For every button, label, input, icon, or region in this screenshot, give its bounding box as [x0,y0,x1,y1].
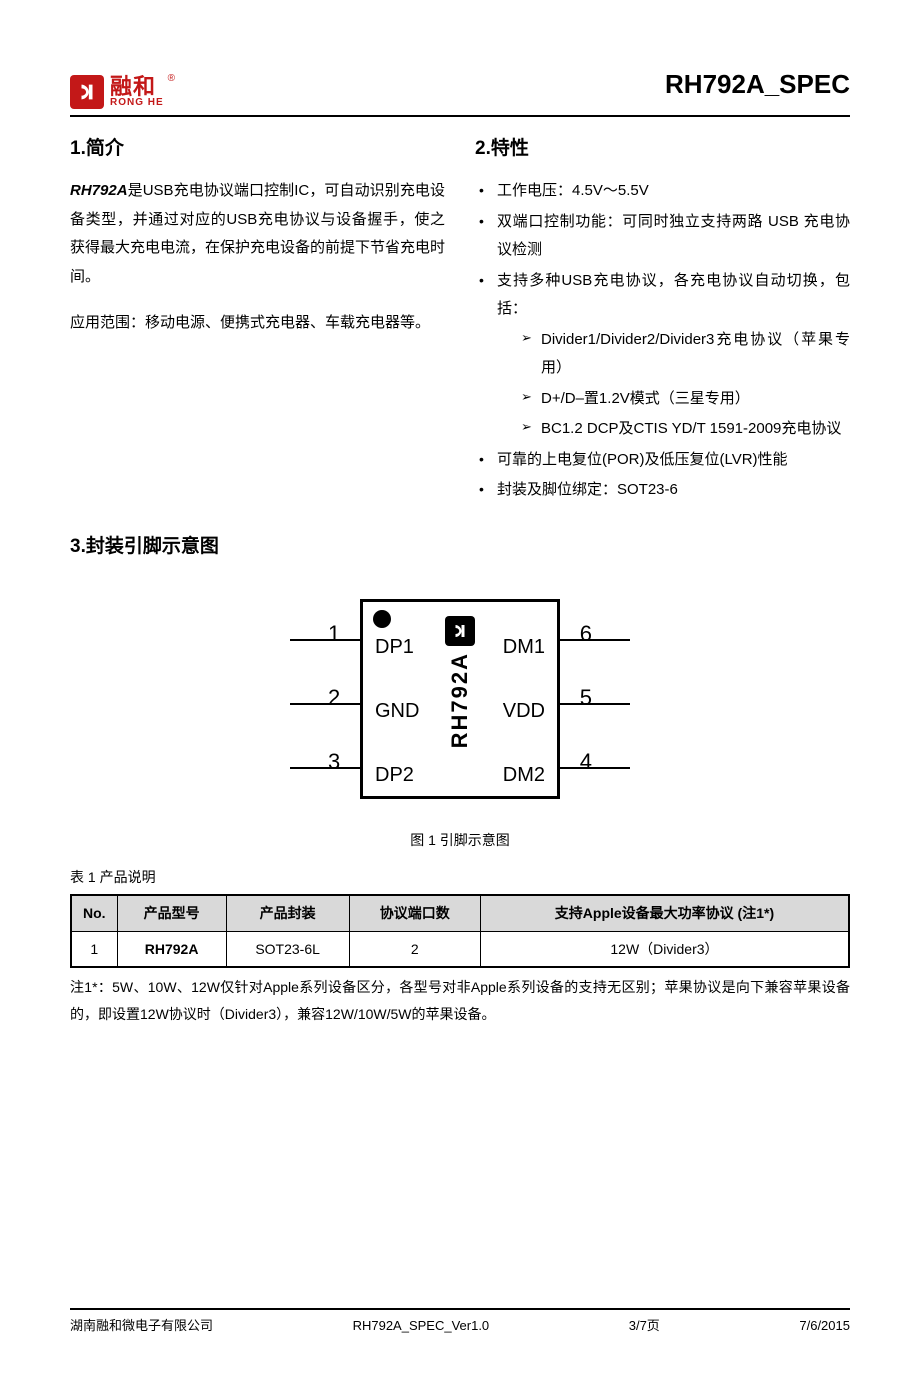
pin-label: VDD [503,692,545,730]
features-list: 工作电压：4.5V～5.5V 双端口控制功能：可同时独立支持两路 USB 充电协… [475,177,850,505]
pin-number: 4 [580,741,592,783]
section-2-num: 2. [475,138,491,159]
two-column-layout: 1.简介 RH792A是USB充电协议端口控制IC，可自动识别充电设备类型，并通… [70,131,850,507]
table-cell: 2 [349,931,480,967]
feature-item-text: 支持多种USB充电协议，各充电协议自动切换，包括： [497,272,850,318]
table-header: 产品封装 [226,895,349,931]
page-header: 融和 RONG HE ® RH792A_SPEC [70,60,850,117]
table-caption: 表 1 产品说明 [70,864,850,891]
product-table: No. 产品型号 产品封装 协议端口数 支持Apple设备最大功率协议 (注1*… [70,894,850,968]
table-cell: RH792A [117,931,226,967]
logo-mark-icon [70,75,104,109]
table-header-row: No. 产品型号 产品封装 协议端口数 支持Apple设备最大功率协议 (注1*… [71,895,849,931]
table-cell: 1 [71,931,117,967]
section-1-title: 简介 [86,138,124,159]
pin-lead [290,703,360,705]
table-cell: SOT23-6L [226,931,349,967]
figure-caption: 图 1 引脚示意图 [70,827,850,854]
page-footer: 湖南融和微电子有限公司 RH792A_SPEC_Ver1.0 3/7页 7/6/… [70,1308,850,1339]
company-logo: 融和 RONG HE ® [70,75,177,109]
pin-number: 5 [580,677,592,719]
section-3-num: 3. [70,536,86,557]
table-header: 产品型号 [117,895,226,931]
pin-diagram: 1 2 3 6 5 4 RH792A DP1 GND DP2 DM1 VDD D… [290,589,630,809]
table-note: 注1*：5W、10W、12W仅针对Apple系列设备区分，各型号对非Apple系… [70,974,850,1027]
table-header: No. [71,895,117,931]
document-title: RH792A_SPEC [665,60,850,109]
section-1-heading: 1.简介 [70,131,445,167]
pin-lead [560,639,630,641]
pin-label: DP1 [375,628,414,666]
feature-subitem: BC1.2 DCP及CTIS YD/T 1591-2009充电协议 [521,415,850,444]
feature-subitem: Divider1/Divider2/Divider3充电协议（苹果专用） [521,326,850,383]
feature-subitem: D+/D–置1.2V模式（三星专用） [521,385,850,414]
intro-paragraph-2: 应用范围：移动电源、便携式充电器、车载充电器等。 [70,309,445,338]
registered-mark: ® [168,69,175,88]
pin-label: DM1 [503,628,545,666]
pin-lead [290,767,360,769]
table-header: 支持Apple设备最大功率协议 (注1*) [480,895,849,931]
pin-lead [290,639,360,641]
pin-lead [560,767,630,769]
features-sublist: Divider1/Divider2/Divider3充电协议（苹果专用） D+/… [497,326,850,444]
table-row: 1 RH792A SOT23-6L 2 12W（Divider3） [71,931,849,967]
logo-text: 融和 RONG HE [110,76,164,108]
pin-label: DP2 [375,756,414,794]
feature-item: 可靠的上电复位(POR)及低压复位(LVR)性能 [479,446,850,475]
logo-en: RONG HE [110,98,164,108]
footer-date: 7/6/2015 [799,1314,850,1339]
section-3-title: 封装引脚示意图 [86,536,219,557]
pin-number: 6 [580,613,592,655]
section-3-heading: 3.封装引脚示意图 [70,529,850,565]
feature-item: 双端口控制功能：可同时独立支持两路 USB 充电协议检测 [479,208,850,265]
feature-item: 封装及脚位绑定：SOT23-6 [479,476,850,505]
footer-page: 3/7页 [629,1314,660,1339]
column-left: 1.简介 RH792A是USB充电协议端口控制IC，可自动识别充电设备类型，并通… [70,131,445,507]
pin-label: GND [375,692,419,730]
pin-number: 2 [328,677,340,719]
intro-paragraph-1: RH792A是USB充电协议端口控制IC，可自动识别充电设备类型，并通过对应的U… [70,177,445,291]
column-right: 2.特性 工作电压：4.5V～5.5V 双端口控制功能：可同时独立支持两路 US… [475,131,850,507]
feature-item: 支持多种USB充电协议，各充电协议自动切换，包括： Divider1/Divid… [479,267,850,444]
feature-item: 工作电压：4.5V～5.5V [479,177,850,206]
product-name: RH792A [70,182,128,199]
pin-number: 3 [328,741,340,783]
section-2-title: 特性 [491,138,529,159]
chip-logo-icon [445,616,475,646]
chip-part-number: RH792A [439,652,481,748]
footer-company: 湖南融和微电子有限公司 [70,1314,213,1339]
table-cell: 12W（Divider3） [480,931,849,967]
table-header: 协议端口数 [349,895,480,931]
logo-cn: 融和 [110,76,164,98]
pin-lead [560,703,630,705]
pin-label: DM2 [503,756,545,794]
pin1-dot-icon [373,610,391,628]
footer-docver: RH792A_SPEC_Ver1.0 [353,1314,490,1339]
section-1-num: 1. [70,138,86,159]
chip-body: RH792A DP1 GND DP2 DM1 VDD DM2 [360,599,560,799]
section-3: 3.封装引脚示意图 1 2 3 6 5 4 RH792A [70,529,850,1028]
pin-diagram-wrapper: 1 2 3 6 5 4 RH792A DP1 GND DP2 DM1 VDD D… [70,589,850,809]
pin-number: 1 [328,613,340,655]
section-2-heading: 2.特性 [475,131,850,167]
